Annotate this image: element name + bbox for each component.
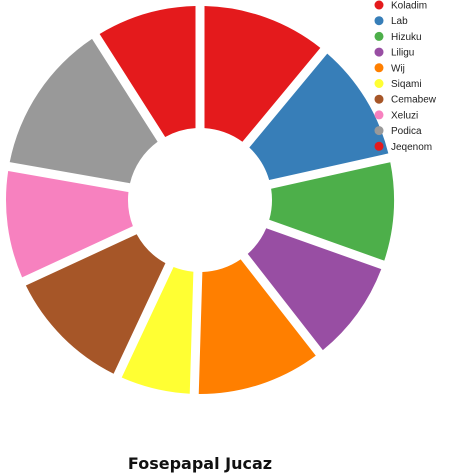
legend-item-xeluzi: Xeluzi [374, 110, 418, 121]
legend-label-lab: Lab [391, 16, 408, 27]
legend-item-jeqenom: Jeqenom [374, 141, 432, 153]
legend-item-koladim: Koladim [374, 0, 427, 12]
legend-marker-siqami [374, 79, 384, 88]
legend-marker-jeqenom [374, 141, 384, 151]
legend-marker-liligu [374, 47, 384, 57]
legend-marker-wij [374, 63, 384, 73]
legend-label-siqami: Siqami [391, 79, 422, 90]
donut-slices [5, 6, 394, 394]
legend-label-koladim: Koladim [391, 1, 427, 12]
legend-item-cemabew: Cemabew [374, 94, 437, 106]
legend-label-cemabew: Cemabew [391, 95, 437, 106]
legend-label-wij: Wij [391, 63, 405, 74]
legend-marker-lab [374, 16, 384, 26]
slice-cemabew [25, 234, 166, 374]
slice-liligu [247, 228, 382, 351]
legend-item-siqami: Siqami [374, 79, 422, 90]
legend-marker-cemabew [374, 94, 384, 104]
slice-xeluzi [5, 171, 133, 278]
slice-lab [249, 53, 389, 180]
legend-label-xeluzi: Xeluzi [391, 110, 418, 121]
legend-label-podica: Podica [391, 126, 422, 137]
legend-marker-podica [374, 126, 384, 136]
legend: Koladim Lab Hizuku Liligu Wij Siqami Cemabew Xe… [374, 0, 437, 153]
legend-marker-koladim [374, 0, 384, 10]
legend-label-hizuku: Hizuku [391, 32, 422, 43]
legend-item-podica: Podica [374, 126, 422, 137]
legend-item-liligu: Liligu [374, 47, 414, 59]
slice-podica [9, 38, 158, 184]
chart-title: Fosepapal Jucaz [128, 454, 272, 473]
slice-jeqenom [99, 6, 196, 137]
legend-label-liligu: Liligu [391, 48, 414, 59]
slice-wij [198, 259, 316, 394]
legend-marker-xeluzi [374, 110, 384, 120]
slice-koladim [204, 6, 321, 142]
legend-item-wij: Wij [374, 63, 405, 74]
legend-label-jeqenom: Jeqenom [391, 142, 432, 153]
legend-marker-hizuku [374, 31, 384, 41]
legend-item-lab: Lab [374, 16, 408, 27]
slice-hizuku [269, 162, 394, 261]
slice-siqami [121, 266, 194, 394]
legend-item-hizuku: Hizuku [374, 31, 422, 43]
